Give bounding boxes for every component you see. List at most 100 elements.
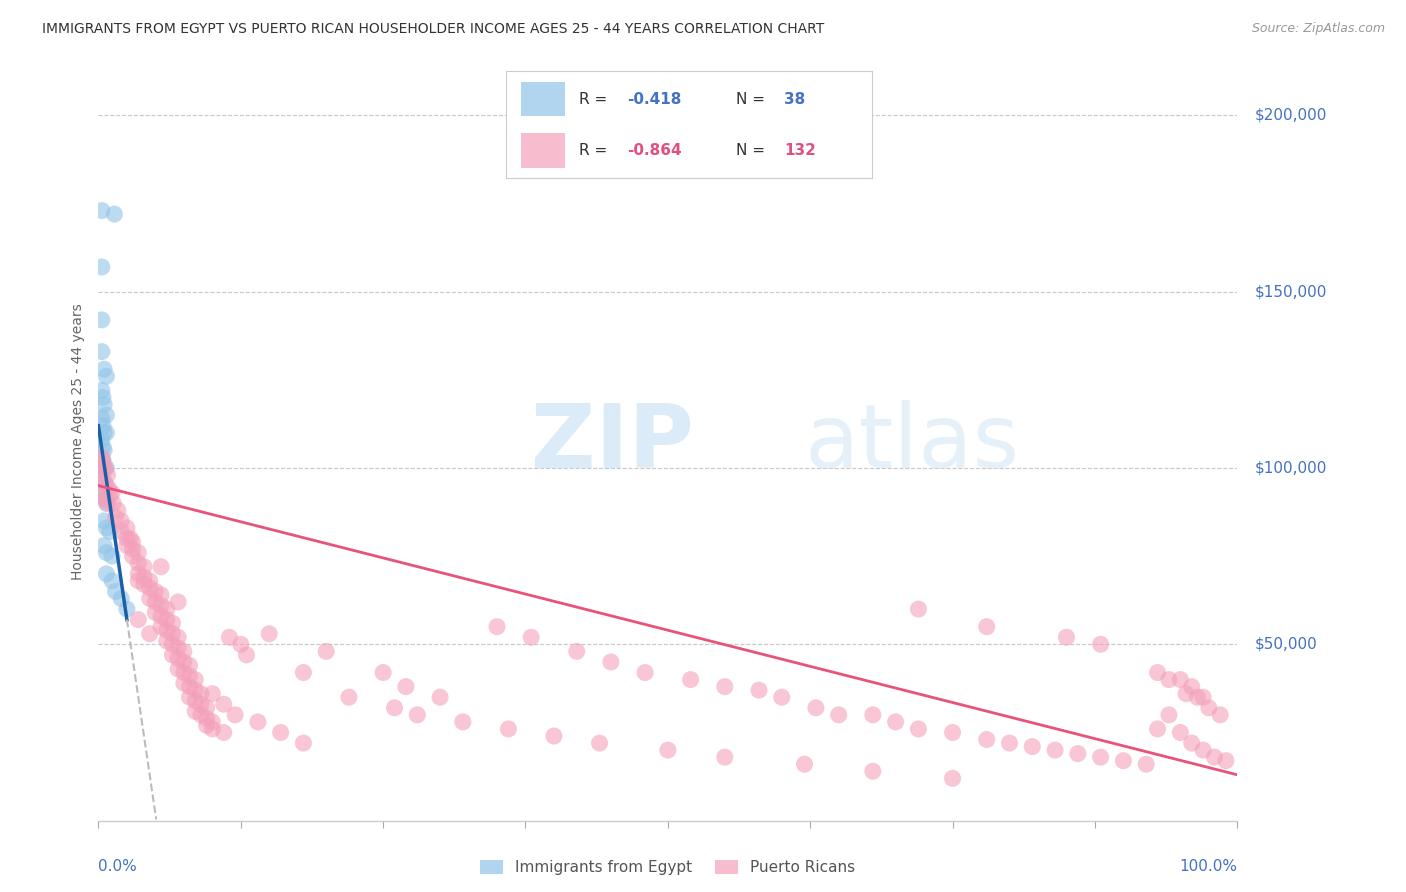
Point (315, 644, 337, 658)
Point (138, 581, 160, 595)
Point (90, 468, 112, 483)
Point (150, 609, 173, 624)
Point (173, 676, 195, 690)
Point (96, 369, 118, 384)
Point (145, 584, 167, 599)
Point (127, 613, 149, 627)
Point (110, 591, 132, 606)
Point (103, 207, 125, 221)
Point (259, 626, 281, 640)
Point (201, 687, 224, 701)
Point (770, 690, 793, 705)
Point (150, 599, 173, 613)
Point (565, 644, 588, 658)
Point (976, 620, 998, 634)
Point (94, 492, 117, 507)
Point (173, 655, 195, 669)
Point (1135, 757, 1157, 772)
Point (229, 637, 252, 651)
Point (184, 694, 207, 708)
Point (429, 690, 451, 705)
Point (1090, 637, 1112, 651)
Point (115, 521, 138, 535)
Point (942, 725, 965, 739)
Point (714, 680, 737, 694)
Point (224, 707, 246, 722)
Point (235, 648, 257, 662)
Point (167, 630, 190, 644)
Text: N =: N = (737, 92, 770, 107)
Point (156, 633, 179, 648)
Point (132, 559, 155, 574)
Text: $150,000: $150,000 (1254, 285, 1327, 299)
Point (179, 690, 201, 705)
Legend: Immigrants from Egypt, Puerto Ricans: Immigrants from Egypt, Puerto Ricans (474, 854, 862, 881)
Point (1067, 747, 1090, 761)
Point (195, 718, 218, 732)
Point (104, 510, 127, 524)
Point (90, 384, 112, 398)
Y-axis label: Householder Income Ages 25 - 44 years: Householder Income Ages 25 - 44 years (72, 303, 86, 580)
Point (96, 478, 118, 492)
Point (91, 391, 114, 405)
Point (218, 630, 240, 644)
Point (173, 644, 195, 658)
Point (657, 743, 679, 757)
Point (907, 602, 929, 616)
Text: $100,000: $100,000 (1254, 460, 1327, 475)
Point (90, 450, 112, 465)
Point (93, 362, 115, 376)
Point (384, 700, 406, 714)
Point (451, 714, 474, 729)
Point (150, 620, 173, 634)
Point (101, 574, 124, 588)
Point (127, 566, 149, 581)
Point (96, 546, 118, 560)
Point (167, 640, 190, 655)
Point (748, 683, 770, 698)
Point (121, 549, 143, 563)
Text: ZIP: ZIP (531, 400, 695, 487)
Point (179, 680, 201, 694)
Point (110, 524, 132, 539)
Point (1215, 754, 1237, 768)
Point (195, 700, 218, 714)
Point (145, 606, 167, 620)
Point (115, 532, 138, 546)
Point (91, 418, 114, 433)
Point (543, 729, 565, 743)
Point (90, 485, 112, 500)
Point (138, 574, 160, 588)
Point (97, 482, 120, 496)
Point (1204, 750, 1226, 764)
Point (998, 736, 1021, 750)
Point (486, 620, 509, 634)
Text: IMMIGRANTS FROM EGYPT VS PUERTO RICAN HOUSEHOLDER INCOME AGES 25 - 44 YEARS CORR: IMMIGRANTS FROM EGYPT VS PUERTO RICAN HO… (42, 22, 824, 37)
Point (91, 440, 114, 454)
Point (138, 626, 160, 640)
Text: $50,000: $50,000 (1254, 637, 1317, 652)
Point (942, 772, 965, 786)
Point (1157, 673, 1180, 687)
Point (121, 542, 143, 557)
Point (91, 454, 114, 468)
Point (190, 687, 212, 701)
Point (156, 602, 179, 616)
Point (127, 556, 149, 570)
Point (96, 468, 118, 483)
Text: R =: R = (579, 143, 613, 158)
Bar (520, 134, 565, 168)
Point (179, 658, 201, 673)
Point (93, 539, 115, 553)
Point (793, 757, 815, 772)
Point (110, 514, 132, 528)
Point (98, 489, 121, 503)
Point (93, 461, 115, 475)
Point (184, 704, 207, 718)
Point (884, 714, 907, 729)
Point (1170, 673, 1192, 687)
Point (167, 662, 190, 676)
Text: -0.864: -0.864 (627, 143, 682, 158)
Point (212, 698, 235, 712)
Point (173, 665, 195, 680)
